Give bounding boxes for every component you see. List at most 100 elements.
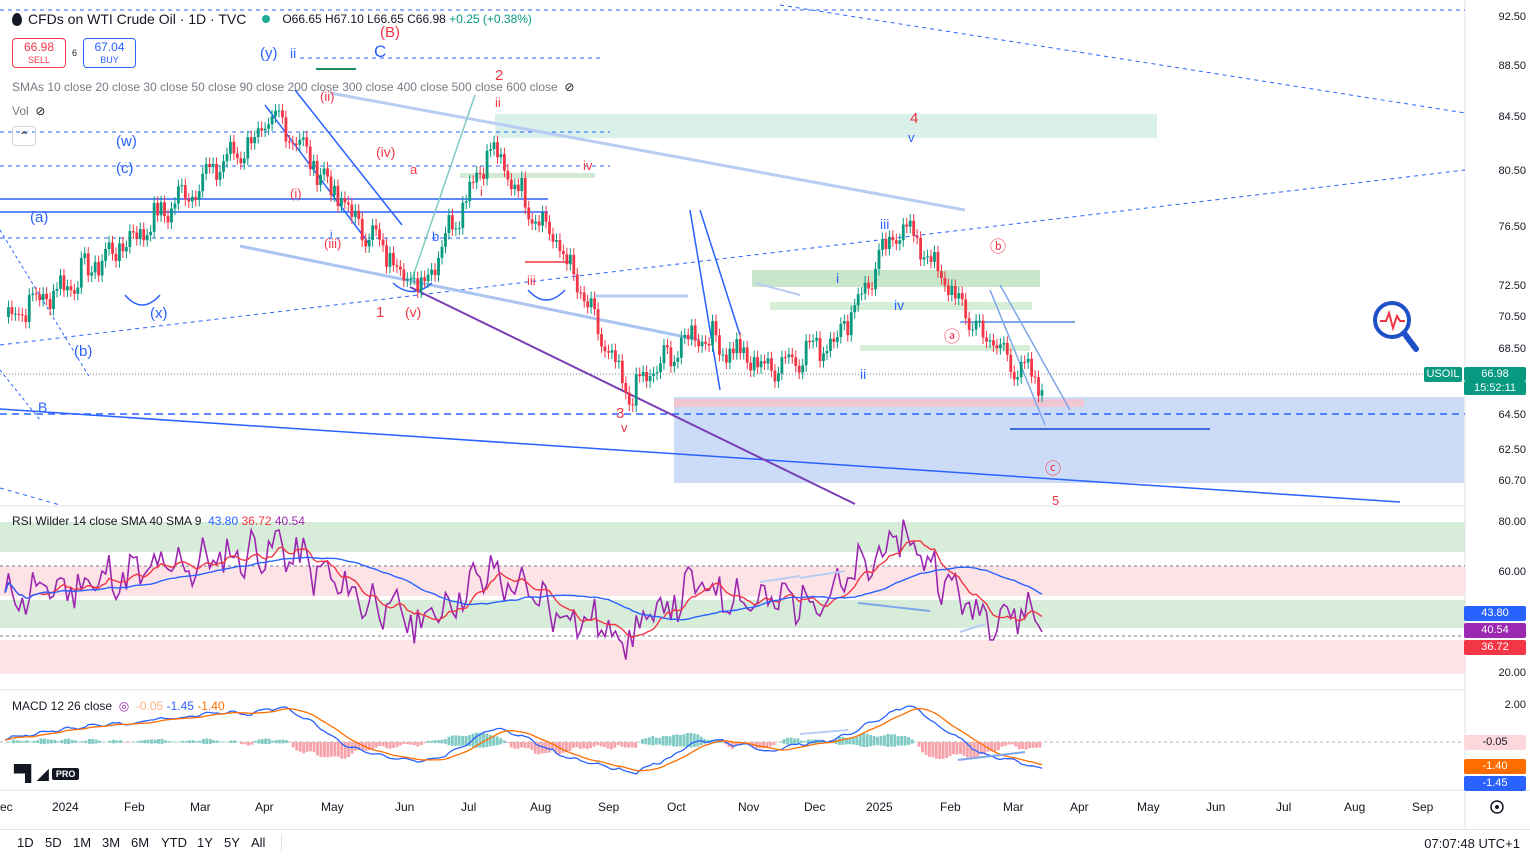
candle-body xyxy=(572,254,576,275)
resistance-zone[interactable] xyxy=(495,114,1157,138)
macd-histogram-bar xyxy=(803,741,807,743)
macd-histogram-bar xyxy=(288,742,292,743)
candle-body xyxy=(520,177,524,192)
candle-body xyxy=(336,185,340,207)
candle-body xyxy=(253,137,257,144)
candle-body xyxy=(846,321,850,336)
candle-body xyxy=(915,235,919,238)
macd-histogram-bar xyxy=(651,735,655,746)
macd-histogram-bar xyxy=(36,740,39,744)
timeframe-1y[interactable]: 1Y xyxy=(197,835,213,850)
timeframe-6m[interactable]: 6M xyxy=(131,835,150,850)
macd-histogram-bar xyxy=(889,734,893,747)
candle-body xyxy=(138,229,142,240)
candle-body xyxy=(90,272,94,276)
candle-body xyxy=(412,278,416,280)
trendlines[interactable] xyxy=(0,68,1401,506)
pink-zone[interactable] xyxy=(674,399,1084,407)
candle-body xyxy=(256,128,260,138)
sma-indicator-label[interactable]: SMAs 10 close 20 close 30 close 50 close… xyxy=(12,80,574,94)
bar-countdown: 15:52:11 xyxy=(1464,381,1526,395)
eye-hidden-icon[interactable]: ⊘ xyxy=(32,104,46,118)
rsi-indicator-label[interactable]: RSI Wilder 14 close SMA 40 SMA 9 43.80 3… xyxy=(12,514,305,528)
price-axis-label: 68.50 xyxy=(1498,343,1526,355)
macd-signal-line xyxy=(4,707,1043,772)
macd-divergences[interactable] xyxy=(799,729,1026,761)
candle-body xyxy=(957,293,961,299)
gear-icon[interactable] xyxy=(1490,800,1504,814)
timeframe-ytd[interactable]: YTD xyxy=(161,835,187,850)
support-zone[interactable] xyxy=(752,270,1040,287)
candle-body xyxy=(756,357,760,368)
wave-label: b xyxy=(432,229,439,244)
candle-body xyxy=(201,173,205,192)
support-zone[interactable] xyxy=(860,345,1030,351)
volume-indicator-label[interactable]: Vol ⊘ xyxy=(12,104,45,118)
timeframe-all[interactable]: All xyxy=(251,835,266,850)
candle-body xyxy=(242,158,246,164)
timeframe-5d[interactable]: 5D xyxy=(45,835,62,850)
sell-button[interactable]: 66.98 SELL xyxy=(12,38,66,68)
wave-labels-blue[interactable]: (y) ii C (w) (c) (a) (x) (b) B v iii i i… xyxy=(30,42,915,415)
macd-histogram-bar xyxy=(146,739,150,744)
candle-body xyxy=(738,339,742,354)
candle-body xyxy=(218,171,222,180)
candle-body xyxy=(731,348,735,354)
wave-label: (i) xyxy=(290,186,302,201)
candle-body xyxy=(326,168,329,177)
rsi-value-1: 43.80 xyxy=(208,514,239,528)
target-zone[interactable] xyxy=(674,397,1464,483)
clock[interactable]: 07:07:48 UTC+1 xyxy=(1424,836,1520,851)
eye-hidden-icon[interactable]: ⊘ xyxy=(561,80,575,94)
magnifier-icon[interactable] xyxy=(1373,301,1419,352)
candle-body xyxy=(835,337,839,342)
macd-histogram-bar xyxy=(506,742,510,743)
support-zone[interactable] xyxy=(460,173,595,178)
macd-histogram-bar xyxy=(810,739,814,744)
candle-body xyxy=(506,170,510,180)
timeframe-1m[interactable]: 1M xyxy=(73,835,92,850)
support-zone[interactable] xyxy=(770,302,1032,310)
macd-histogram-bar xyxy=(606,742,610,749)
buy-button[interactable]: 67.04 BUY xyxy=(83,38,137,68)
candle-body xyxy=(565,254,569,265)
wave-label: ⓒ xyxy=(1045,460,1061,478)
macd-histogram-bar xyxy=(647,737,651,745)
rsi-divergences[interactable] xyxy=(759,570,986,633)
candle-body xyxy=(457,227,461,229)
candle-body xyxy=(211,163,215,167)
macd-histogram-bar xyxy=(174,741,178,743)
timeframe-1d[interactable]: 1D xyxy=(17,835,34,850)
macd-histogram-bar xyxy=(157,739,160,744)
macd-histogram-bar xyxy=(32,740,36,743)
timeframe-5y[interactable]: 5Y xyxy=(224,835,240,850)
candle-body xyxy=(232,141,236,154)
candle-body xyxy=(822,353,825,362)
candle-body xyxy=(62,275,66,291)
macd-indicator-label[interactable]: MACD 12 26 close ◎ -0.05 -1.45 -1.40 xyxy=(12,699,225,713)
macd-histogram-bar xyxy=(855,737,859,745)
candle-body xyxy=(72,290,76,294)
wave-labels-red[interactable]: (B) 2 ii 4 (ii) (iv) a iv (i) (iii) i ii… xyxy=(290,24,1061,508)
candle-body xyxy=(537,221,541,226)
candle-body xyxy=(735,339,739,354)
timeframe-3m[interactable]: 3M xyxy=(102,835,121,850)
macd-histogram-bar xyxy=(886,733,890,747)
candle-body xyxy=(374,225,378,230)
macd-histogram-bar xyxy=(882,735,886,746)
candle-body xyxy=(471,181,475,183)
symbol-title[interactable]: CFDs on WTI Crude Oil · 1D · TVC xyxy=(28,11,247,27)
collapse-indicators-button[interactable]: ⌃ xyxy=(12,126,36,146)
candle-body xyxy=(551,234,555,242)
tradingview-logo[interactable]: ▀▌◢ PRO xyxy=(14,764,80,783)
candle-body xyxy=(357,210,361,219)
time-axis-label: Dec xyxy=(804,800,826,814)
macd-histogram-bar xyxy=(295,742,299,751)
macd-histogram-bar xyxy=(205,738,209,745)
dashed-levels[interactable] xyxy=(0,4,1466,346)
price-axis-label: 62.50 xyxy=(1498,444,1526,456)
macd-histogram-bar xyxy=(284,740,288,744)
symbol-price-tag[interactable]: USOIL xyxy=(1424,367,1462,382)
macd-settings-icon[interactable]: ◎ xyxy=(115,699,133,713)
